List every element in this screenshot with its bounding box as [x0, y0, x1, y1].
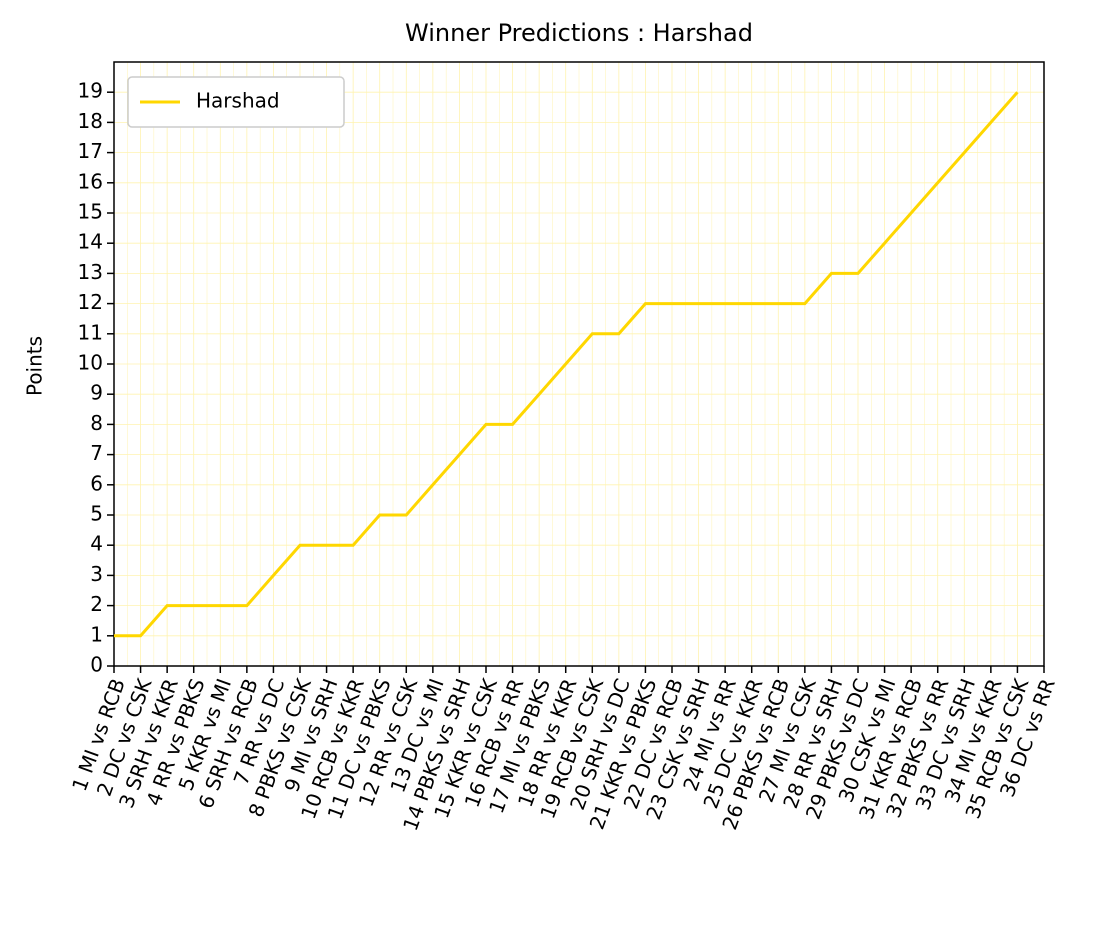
y-tick-label: 17	[78, 139, 103, 163]
y-tick-label: 4	[90, 532, 103, 556]
y-tick-label: 15	[78, 200, 103, 224]
chart-title: Winner Predictions : Harshad	[405, 19, 753, 47]
y-tick-label: 12	[78, 290, 103, 314]
y-tick-label: 3	[90, 562, 103, 586]
y-tick-label: 0	[90, 653, 103, 677]
legend: Harshad	[127, 76, 345, 128]
y-tick-label: 8	[90, 411, 103, 435]
y-tick-label: 14	[78, 230, 103, 254]
y-tick-label: 7	[90, 441, 103, 465]
line	[114, 91, 1019, 638]
y-tick-label: 18	[78, 109, 103, 133]
y-tick-label: 11	[78, 320, 103, 344]
y-tick-label: 19	[78, 79, 103, 103]
y-tick-label: 13	[78, 260, 103, 284]
y-tick-label: 2	[90, 592, 103, 616]
y-tick-label: 10	[78, 351, 103, 375]
legend-label: Harshad	[196, 89, 280, 113]
y-tick-label: 16	[78, 169, 103, 193]
y-tick-label: 5	[90, 502, 103, 526]
y-tick-label: 1	[90, 622, 103, 646]
y-axis-label: Points	[23, 336, 47, 396]
legend-box	[127, 76, 345, 128]
plot-frame	[113, 61, 1045, 667]
y-tick-label: 9	[90, 381, 103, 405]
y-tick-label: 6	[90, 471, 103, 495]
